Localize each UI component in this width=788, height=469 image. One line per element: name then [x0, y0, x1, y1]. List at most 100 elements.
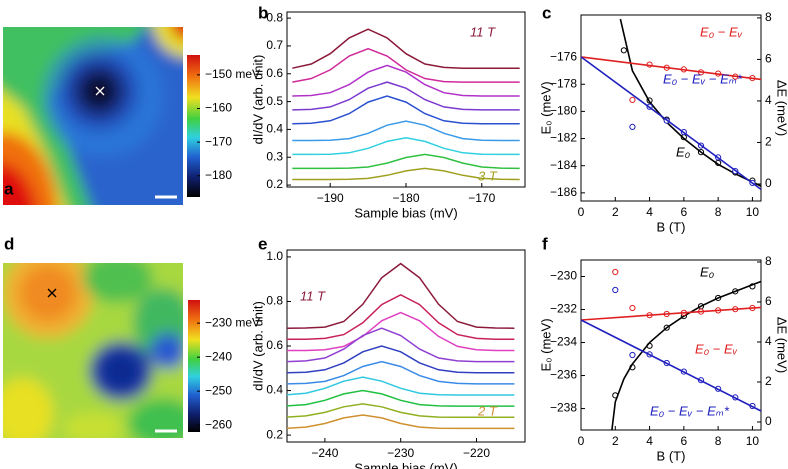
spectrum-line	[286, 376, 515, 396]
spectrum-line	[286, 403, 515, 419]
y2-tick-label: 4	[765, 93, 772, 107]
y-tick-label: −180	[550, 104, 577, 118]
spectrum-line	[286, 327, 515, 363]
colorbar	[187, 55, 200, 197]
colorbar-tick-label: −230 meV	[205, 315, 260, 329]
map-region	[170, 27, 183, 40]
y2-axis-label: ΔE (meV)	[775, 80, 788, 136]
annotation: E₀	[700, 264, 715, 279]
y-axis-label: dI/dV (arb. unit)	[250, 55, 265, 145]
spectrum-line	[286, 414, 515, 430]
fit-line	[580, 56, 762, 191]
y-axis-label: E₀ (meV)	[538, 81, 553, 134]
data-point	[629, 96, 636, 104]
data-point	[629, 304, 636, 312]
spectrum-line	[292, 167, 520, 181]
fit-line	[580, 56, 762, 81]
annotation: 3 T	[478, 168, 498, 183]
y2-tick-label: 4	[765, 334, 772, 348]
y-tick-label: 1.0	[266, 249, 283, 263]
y-tick-label: 0.2	[266, 177, 283, 191]
annotation: E₀ − Eᵥ − Eₘ*	[663, 71, 743, 86]
panel-label: a	[4, 179, 14, 198]
x-axis-label: B (T)	[657, 219, 686, 234]
annotation: 11 T	[470, 24, 496, 39]
map-region	[54, 46, 144, 136]
colorbar-tick-label: −180	[205, 168, 232, 182]
y-tick-label: −176	[550, 49, 577, 63]
y2-tick-label: 6	[765, 52, 772, 66]
map-region	[63, 413, 123, 438]
spectrum-line	[287, 293, 515, 341]
y-tick-label: −230	[550, 269, 577, 283]
y-tick-label: 0.5	[266, 94, 283, 108]
map-region	[128, 398, 183, 438]
x-tick-label: 2	[612, 434, 619, 448]
y-tick-label: 0.8	[266, 10, 283, 24]
spectrum-line	[292, 153, 520, 170]
colorbar	[188, 300, 200, 432]
fit-line	[580, 319, 762, 412]
spectrum-line	[287, 311, 515, 352]
y2-tick-label: 0	[765, 414, 772, 428]
colorbar-tick-label: −240	[205, 349, 232, 363]
x-tick-label: 4	[646, 205, 653, 219]
cross-marker	[95, 86, 105, 96]
data-point	[612, 286, 619, 294]
map-region	[150, 333, 183, 369]
y-tick-label: −232	[550, 302, 577, 316]
annotation: E₀ − Eᵥ − Eₘ*	[650, 403, 730, 418]
y-tick-label: −182	[550, 131, 577, 145]
y-tick-label: −184	[550, 158, 577, 172]
y-tick-label: −186	[550, 185, 577, 199]
colorbar-tick-label: −250	[205, 383, 232, 397]
spectrum-line	[292, 137, 520, 156]
colorbar-tick-label: −260	[205, 417, 232, 431]
panel-label: b	[258, 3, 268, 22]
spectrum-line	[286, 345, 515, 374]
spectrum-line	[286, 389, 515, 407]
y-tick-label: −236	[550, 368, 577, 382]
y-tick-label: 0.3	[266, 149, 283, 163]
x-tick-label: 6	[681, 205, 688, 219]
x-tick-label: 10	[746, 434, 760, 448]
data-point	[620, 47, 627, 54]
annotation: 11 T	[300, 288, 326, 303]
spectrum-line	[292, 81, 520, 111]
annotation: E₀ − Eᵥ	[695, 341, 738, 356]
x-axis-label: Sample bias (mV)	[354, 460, 457, 469]
y-tick-label: 0.6	[266, 338, 283, 352]
x-tick-label: −220	[463, 446, 490, 460]
x-tick-label: −190	[317, 191, 344, 205]
spectrum-line	[292, 95, 520, 125]
y-tick-label: −238	[550, 401, 577, 415]
map-image	[3, 263, 183, 438]
y-tick-label: 0.8	[266, 294, 283, 308]
spectrum-line	[292, 28, 520, 69]
map-region	[20, 265, 76, 321]
spectrum-line	[292, 64, 520, 97]
map-region	[83, 263, 153, 303]
y-tick-label: −234	[550, 335, 577, 349]
x-tick-label: 2	[612, 205, 619, 219]
y2-tick-label: 8	[765, 254, 772, 268]
annotation: 2 T	[477, 403, 498, 418]
colorbar-tick-label: −160	[205, 101, 232, 115]
colorbar-tick-label: −150 meV	[205, 67, 260, 81]
x-tick-label: 6	[681, 434, 688, 448]
y-tick-label: 0.6	[266, 66, 283, 80]
panel-label: f	[542, 234, 548, 253]
y-axis-label: E₀ (meV)	[538, 318, 553, 371]
y2-tick-label: 0	[765, 176, 772, 190]
y-tick-label: 0.2	[266, 427, 283, 441]
y-tick-label: −178	[550, 76, 577, 90]
y-tick-label: 0.4	[266, 122, 283, 136]
y2-tick-label: 8	[765, 10, 772, 24]
panel-label: d	[4, 234, 14, 253]
spectrum-line	[292, 47, 520, 83]
plot-frame	[580, 259, 762, 431]
spectrum-line	[286, 262, 515, 329]
y-axis-label: dI/dV (arb. unit)	[250, 301, 265, 391]
